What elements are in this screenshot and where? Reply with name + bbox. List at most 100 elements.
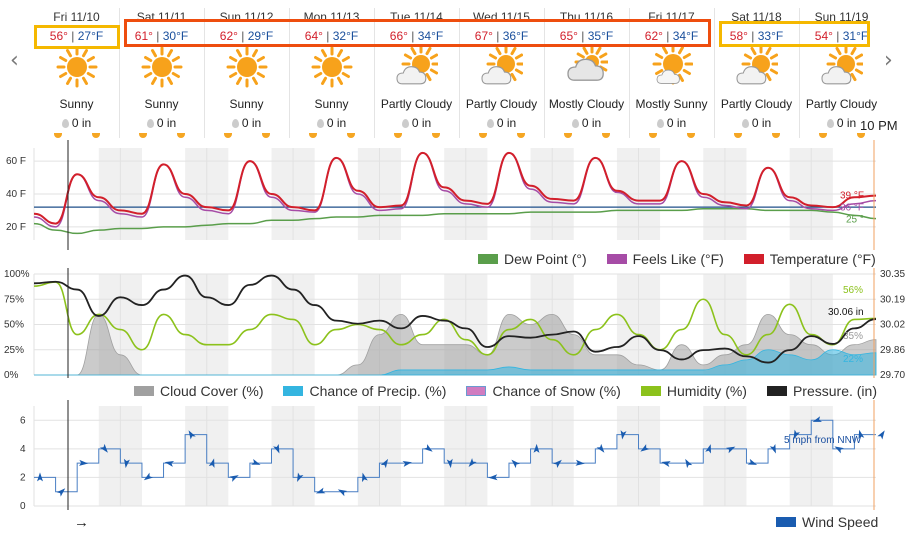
day-condition: Sunny bbox=[59, 97, 94, 111]
rain-drop-icon bbox=[401, 119, 409, 128]
rain-drop-icon bbox=[316, 119, 324, 128]
sunny-icon bbox=[141, 46, 183, 88]
legend-wind-speed: Wind Speed bbox=[802, 514, 879, 530]
pressure-line bbox=[33, 274, 877, 364]
sunrise-icon bbox=[479, 133, 487, 138]
precip-end-label: 22% bbox=[843, 354, 863, 365]
rain-drop-icon bbox=[231, 119, 239, 128]
wind-direction-arrow bbox=[812, 416, 822, 422]
wind-direction-arrow bbox=[229, 475, 239, 482]
temp-low: 29°F bbox=[247, 29, 274, 43]
sunrise-sunset-markers bbox=[289, 133, 374, 141]
temp-separator: | bbox=[322, 29, 333, 43]
partly-cloudy-icon bbox=[736, 44, 781, 88]
day-column[interactable]: Fri 11/10 56° | 27°F Sunny 0 in bbox=[34, 0, 119, 140]
temp-low: 32°F bbox=[332, 29, 359, 43]
precip-value: 0 in bbox=[751, 116, 772, 130]
sunrise-icon bbox=[54, 133, 62, 138]
temp-high: 56° bbox=[49, 29, 68, 43]
legend-pressure: Pressure. (in) bbox=[792, 383, 877, 399]
rain-drop-icon bbox=[826, 119, 834, 128]
legend-humidity: Humidity (%) bbox=[666, 383, 747, 399]
wind-direction-arrow bbox=[858, 429, 865, 440]
humidity-pressure-chart[interactable]: 100% 30.35 75% 30.19 50% 30.02 25% 29.86 0% 29.70… bbox=[0, 268, 914, 378]
sunrise-sunset-markers bbox=[34, 133, 119, 141]
temp-y-tick: 20 F bbox=[6, 222, 26, 233]
day-divider bbox=[459, 8, 460, 138]
precip-value: 0 in bbox=[836, 116, 857, 130]
day-temps: 62° | 34°F bbox=[629, 29, 714, 43]
partly-cloudy-icon bbox=[481, 44, 526, 88]
wind-direction-arrow bbox=[251, 458, 261, 465]
cursor-time-label: 10 PM bbox=[860, 118, 898, 133]
precip-amount: 0 in bbox=[119, 116, 204, 130]
legend-dew-point: Dew Point (°) bbox=[504, 251, 587, 267]
wind-direction-arrow bbox=[488, 474, 498, 481]
highlight-box-weekend bbox=[719, 21, 870, 47]
humidity-y-tick: 50% bbox=[4, 320, 24, 331]
day-divider bbox=[289, 8, 290, 138]
dew-point-swatch bbox=[478, 254, 498, 264]
day-temps: 64° | 32°F bbox=[289, 29, 374, 43]
day-column[interactable]: Wed 11/15 67° | 36°F Partly Cloudy 0 in bbox=[459, 0, 544, 140]
temp-low: 31°F bbox=[842, 29, 869, 43]
dew-point-end-label: 25 ° bbox=[846, 215, 864, 226]
wind-direction-arrow bbox=[596, 443, 605, 453]
sunrise-icon bbox=[139, 133, 147, 138]
temperature-swatch bbox=[743, 254, 764, 264]
highlight-box-fri bbox=[34, 25, 120, 49]
day-divider bbox=[544, 8, 545, 138]
temperature-chart[interactable]: 60 F 40 F 20 F 39 °F36 °F25 ° bbox=[0, 140, 914, 250]
temp-low: 33°F bbox=[757, 29, 784, 43]
next-days-arrow[interactable]: › bbox=[884, 48, 893, 73]
temperature-legend: Dew Point (°) Feels Like (°F) Temperatur… bbox=[478, 251, 876, 267]
precip-value: 0 in bbox=[71, 116, 92, 130]
sunny-icon bbox=[56, 46, 98, 88]
prev-days-arrow[interactable]: ‹ bbox=[10, 48, 19, 73]
day-date: Fri 11/10 bbox=[53, 10, 100, 24]
day-divider bbox=[629, 8, 630, 138]
sunrise-icon bbox=[734, 133, 742, 138]
day-date: Sun 11/19 bbox=[814, 10, 869, 24]
precip-amount: 0 in bbox=[629, 116, 714, 130]
temp-high: 65° bbox=[559, 29, 578, 43]
temp-separator: | bbox=[832, 29, 843, 43]
wind-direction-arrow bbox=[793, 429, 801, 440]
feels-like-swatch bbox=[606, 254, 627, 264]
temp-separator: | bbox=[67, 29, 78, 43]
humidity-y-tick: 100% bbox=[4, 269, 30, 280]
wind-direction-arrow bbox=[769, 444, 776, 454]
sunset-icon bbox=[92, 133, 100, 138]
wind-direction-arrow bbox=[380, 458, 389, 469]
precip-amount: 0 in bbox=[289, 116, 374, 130]
temp-separator: | bbox=[492, 29, 503, 43]
sunrise-sunset-markers bbox=[459, 133, 544, 141]
wind-direction-arrow bbox=[877, 430, 885, 440]
highlight-box-week bbox=[124, 19, 711, 47]
wind-direction-arrow bbox=[511, 459, 520, 469]
snow-swatch bbox=[466, 386, 487, 396]
sunrise-sunset-markers bbox=[714, 133, 799, 141]
day-column[interactable]: Sun 11/19 54° | 31°F Partly Cloudy 0 in bbox=[799, 0, 884, 140]
temp-high: 66° bbox=[389, 29, 408, 43]
legend-temperature: Temperature (°F) bbox=[769, 251, 876, 267]
sunrise-icon bbox=[309, 133, 317, 138]
day-column[interactable]: Fri 11/17 62° | 34°F Mostly Sunny 0 in bbox=[629, 0, 714, 140]
humidity-y-tick: 75% bbox=[4, 294, 24, 305]
day-temps: 66° | 34°F bbox=[374, 29, 459, 43]
wind-y-tick: 6 bbox=[20, 415, 26, 426]
sunset-icon bbox=[177, 133, 185, 138]
day-temps: 58° | 33°F bbox=[714, 29, 799, 43]
wind-chart[interactable]: 6 4 2 0 bbox=[0, 400, 914, 510]
precip-amount: 0 in bbox=[799, 116, 884, 130]
temp-separator: | bbox=[662, 29, 673, 43]
sunny-icon bbox=[226, 46, 268, 88]
wind-direction-arrow bbox=[468, 458, 477, 467]
temp-separator: | bbox=[407, 29, 418, 43]
wind-direction-arrow bbox=[446, 458, 453, 469]
day-column[interactable]: Sat 11/18 58° | 33°F Partly Cloudy 0 in bbox=[714, 0, 799, 140]
wind-speed-line bbox=[34, 419, 876, 493]
rain-drop-icon bbox=[741, 119, 749, 128]
wind-direction-arrow bbox=[725, 446, 736, 454]
precip-amount: 0 in bbox=[544, 116, 629, 130]
